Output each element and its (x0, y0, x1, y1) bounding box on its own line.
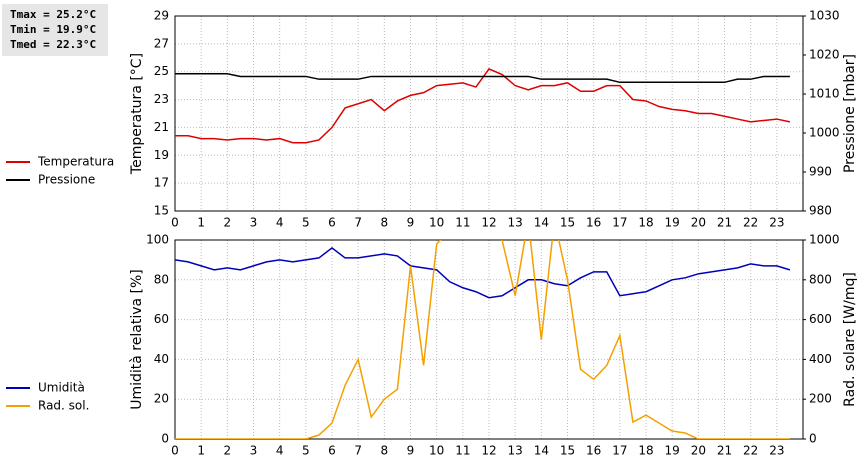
x-tick-label: 3 (250, 216, 258, 230)
x-tick-label: 20 (691, 216, 706, 230)
x-tick-label: 6 (328, 216, 336, 230)
legend-label: Pressione (38, 173, 95, 187)
y2-tick-label: 1000 (809, 126, 840, 140)
x-tick-label: 16 (586, 216, 601, 230)
x-tick-label: 3 (250, 444, 258, 458)
y-tick-label: 15 (154, 204, 169, 218)
plot-frame (174, 239, 804, 440)
y-axis-label: Umidità relativa [%] (129, 269, 145, 410)
x-tick-label: 13 (508, 444, 523, 458)
x-tick-label: 23 (769, 216, 784, 230)
x-tick-label: 4 (276, 216, 284, 230)
y2-tick-label: 1010 (809, 87, 840, 101)
y-tick-label: 0 (161, 432, 169, 446)
y2-tick-label: 990 (809, 165, 832, 179)
x-tick-label: 14 (534, 216, 549, 230)
x-tick-label: 4 (276, 444, 284, 458)
stat: Tmin = 19.9°C (10, 23, 96, 36)
y-tick-label: 17 (154, 176, 169, 190)
y-tick-label: 21 (154, 120, 169, 134)
x-tick-label: 9 (407, 444, 415, 458)
legend-label: Rad. sol. (38, 399, 89, 413)
y2-tick-label: 800 (809, 272, 832, 286)
x-tick-label: 18 (638, 444, 653, 458)
y-tick-label: 23 (154, 92, 169, 106)
x-tick-label: 0 (171, 216, 179, 230)
x-tick-label: 5 (302, 216, 310, 230)
series-line (175, 247, 791, 299)
x-tick-label: 1 (197, 216, 205, 230)
x-tick-label: 7 (354, 216, 362, 230)
x-tick-label: 18 (638, 216, 653, 230)
x-tick-label: 19 (665, 444, 680, 458)
x-tick-label: 15 (560, 444, 575, 458)
x-tick-label: 1 (197, 444, 205, 458)
stat: Tmax = 25.2°C (10, 8, 96, 21)
y-tick-label: 27 (154, 36, 169, 50)
x-tick-label: 15 (560, 216, 575, 230)
x-tick-label: 11 (455, 216, 470, 230)
y2-axis-label: Pressione [mbar] (842, 54, 858, 173)
y2-tick-label: 1000 (809, 233, 840, 247)
x-tick-label: 9 (407, 216, 415, 230)
series-line (175, 240, 790, 439)
y2-tick-label: 1020 (809, 48, 840, 62)
stats-box (2, 4, 108, 56)
y-tick-label: 29 (154, 9, 169, 23)
x-tick-label: 11 (455, 444, 470, 458)
x-tick-label: 16 (586, 444, 601, 458)
y-tick-label: 19 (154, 148, 169, 162)
x-tick-label: 5 (302, 444, 310, 458)
y2-tick-label: 400 (809, 352, 832, 366)
y2-tick-label: 1030 (809, 9, 840, 23)
x-tick-label: 14 (534, 444, 549, 458)
y2-tick-label: 0 (809, 432, 817, 446)
x-tick-label: 19 (665, 216, 680, 230)
x-tick-label: 17 (612, 216, 627, 230)
series-line (175, 72, 790, 84)
x-tick-label: 10 (429, 216, 444, 230)
x-tick-label: 0 (171, 444, 179, 458)
legend-label: Temperatura (37, 155, 114, 169)
y-tick-label: 80 (154, 272, 169, 286)
y-tick-label: 100 (146, 233, 169, 247)
x-tick-label: 10 (429, 444, 444, 458)
y2-tick-label: 980 (809, 204, 832, 218)
x-tick-label: 6 (328, 444, 336, 458)
stat: Tmed = 22.3°C (10, 38, 96, 51)
x-tick-label: 23 (769, 444, 784, 458)
y-tick-label: 60 (154, 312, 169, 326)
x-tick-label: 22 (743, 444, 758, 458)
y2-tick-label: 600 (809, 312, 832, 326)
legend-label: Umidità (38, 381, 85, 395)
y-tick-label: 25 (154, 64, 169, 78)
x-tick-label: 21 (717, 444, 732, 458)
plot-frame (174, 15, 804, 212)
y2-tick-label: 200 (809, 392, 832, 406)
y-axis-label: Temperatura [°C] (129, 53, 145, 175)
y-tick-label: 40 (154, 352, 169, 366)
x-tick-label: 2 (224, 216, 232, 230)
x-tick-label: 12 (481, 216, 496, 230)
x-tick-label: 12 (481, 444, 496, 458)
x-tick-label: 2 (224, 444, 232, 458)
x-tick-label: 21 (717, 216, 732, 230)
x-tick-label: 13 (508, 216, 523, 230)
x-tick-label: 7 (354, 444, 362, 458)
y-tick-label: 20 (154, 392, 169, 406)
x-tick-label: 20 (691, 444, 706, 458)
x-tick-label: 8 (381, 444, 389, 458)
y2-axis-label: Rad. solare [W/mq] (842, 272, 858, 407)
series-line (175, 68, 791, 144)
x-tick-label: 22 (743, 216, 758, 230)
x-tick-label: 17 (612, 444, 627, 458)
x-tick-label: 8 (381, 216, 389, 230)
